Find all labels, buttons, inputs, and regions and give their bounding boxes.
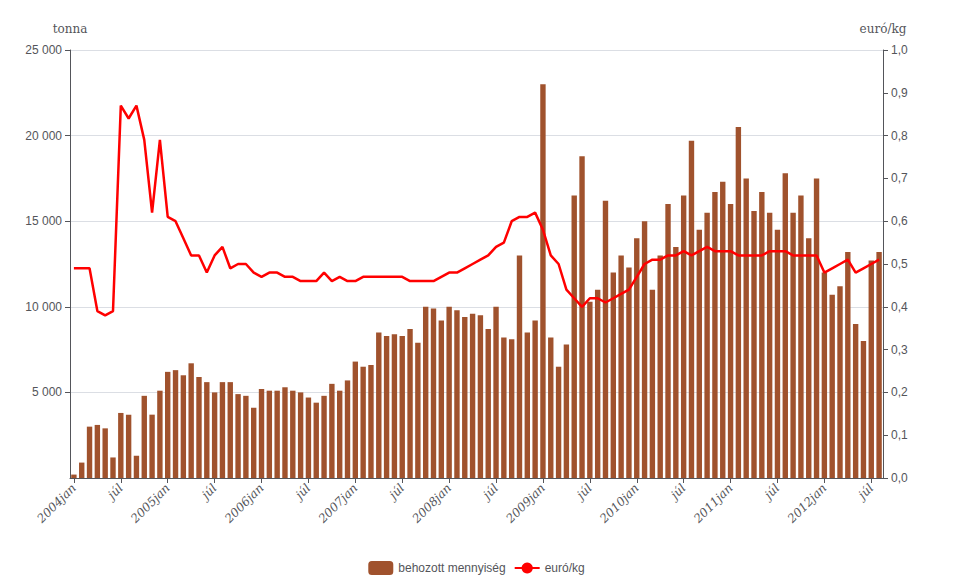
svg-text:0,8: 0,8 (891, 129, 908, 143)
svg-text:júl: júl (478, 481, 501, 504)
svg-text:euró/kg: euró/kg (545, 561, 585, 575)
svg-text:2004jan: 2004jan (34, 481, 79, 526)
svg-text:júl: júl (760, 481, 783, 504)
svg-text:0,0: 0,0 (891, 471, 908, 485)
svg-text:5 000: 5 000 (32, 385, 62, 399)
svg-text:2008jan: 2008jan (409, 481, 454, 526)
svg-text:0,5: 0,5 (891, 257, 908, 271)
svg-text:2005jan: 2005jan (127, 481, 172, 526)
svg-text:júl: júl (197, 481, 220, 504)
svg-text:2009jan: 2009jan (503, 481, 548, 526)
svg-text:0,3: 0,3 (891, 343, 908, 357)
svg-text:0,1: 0,1 (891, 428, 908, 442)
svg-text:20 000: 20 000 (25, 129, 62, 143)
svg-text:júl: júl (572, 481, 595, 504)
svg-text:0,2: 0,2 (891, 385, 908, 399)
svg-text:15 000: 15 000 (25, 214, 62, 228)
svg-text:júl: júl (103, 481, 126, 504)
svg-text:2011jan: 2011jan (690, 481, 735, 526)
svg-text:0,7: 0,7 (891, 171, 908, 185)
svg-text:2012jan: 2012jan (784, 481, 829, 526)
svg-text:2010jan: 2010jan (596, 481, 641, 526)
svg-text:2006jan: 2006jan (221, 481, 266, 526)
svg-text:júl: júl (853, 481, 876, 504)
svg-text:behozott mennyiség: behozott mennyiség (398, 561, 505, 575)
svg-text:júl: júl (666, 481, 689, 504)
svg-text:25 000: 25 000 (25, 43, 62, 57)
svg-text:júl: júl (291, 481, 314, 504)
svg-text:1,0: 1,0 (891, 43, 908, 57)
svg-text:júl: júl (384, 481, 407, 504)
svg-text:0,4: 0,4 (891, 300, 908, 314)
svg-text:10 000: 10 000 (25, 300, 62, 314)
svg-text:tonna: tonna (53, 22, 88, 36)
svg-text:euró/kg: euró/kg (860, 22, 907, 36)
svg-text:2007jan: 2007jan (315, 481, 360, 526)
svg-text:0,9: 0,9 (891, 86, 908, 100)
svg-text:0,6: 0,6 (891, 214, 908, 228)
